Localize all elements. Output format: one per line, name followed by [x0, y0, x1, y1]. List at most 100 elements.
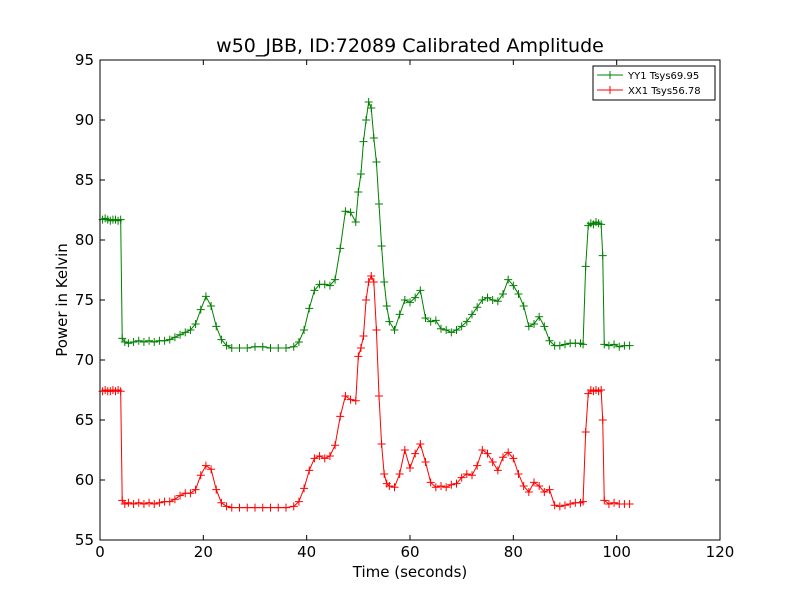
- x-tick-label: 60: [400, 543, 419, 561]
- data-point-marker: [514, 290, 523, 298]
- data-point-marker: [235, 503, 244, 512]
- data-point-marker: [442, 326, 451, 334]
- data-point-marker: [411, 293, 420, 302]
- y-tick-label: 75: [75, 291, 94, 309]
- data-point-marker: [181, 328, 190, 337]
- data-point-marker: [196, 471, 205, 480]
- data-point-marker: [145, 336, 154, 345]
- data-point-marker: [375, 392, 383, 400]
- data-point-marker: [356, 344, 365, 352]
- data-point-marker: [351, 396, 360, 405]
- data-point-marker: [550, 501, 559, 510]
- plot-area: [98, 98, 634, 512]
- data-point-marker: [165, 335, 174, 344]
- data-point-marker: [369, 278, 378, 286]
- data-point-marker: [305, 304, 314, 313]
- data-point-marker: [377, 242, 386, 250]
- y-tick-label: 90: [75, 111, 94, 129]
- data-point-marker: [473, 461, 482, 470]
- data-point-marker: [390, 326, 399, 334]
- data-point-marker: [310, 286, 319, 295]
- data-point-marker: [359, 332, 368, 340]
- data-point-marker: [331, 441, 340, 450]
- data-point-marker: [426, 317, 435, 326]
- data-point-marker: [421, 314, 430, 322]
- data-point-marker: [462, 470, 471, 478]
- data-point-marker: [625, 341, 634, 350]
- data-point-marker: [447, 328, 456, 337]
- y-tick-label: 65: [75, 411, 94, 429]
- data-point-marker: [207, 302, 216, 310]
- data-point-marker: [310, 454, 319, 463]
- data-point-marker: [331, 275, 340, 284]
- x-tick-label: 0: [95, 543, 105, 561]
- data-point-marker: [346, 395, 355, 404]
- data-point-marker: [289, 502, 298, 511]
- data-point-marker: [535, 482, 544, 490]
- data-point-marker: [452, 326, 461, 334]
- x-axis-label: Time (seconds): [352, 563, 468, 581]
- data-point-marker: [499, 453, 507, 462]
- data-point-marker: [124, 339, 133, 348]
- data-point-marker: [411, 449, 420, 458]
- data-point-marker: [201, 292, 210, 301]
- data-point-marker: [437, 482, 445, 490]
- data-point-marker: [416, 440, 425, 448]
- data-point-marker: [524, 322, 533, 331]
- data-point-marker: [251, 503, 259, 512]
- y-tick-label: 80: [75, 231, 94, 249]
- legend: YY1 Tsys69.95 XX1 Tsys56.78: [592, 65, 716, 101]
- data-point-marker: [325, 281, 334, 290]
- data-point-marker: [457, 473, 466, 482]
- data-point-marker: [555, 502, 564, 511]
- data-point-marker: [519, 482, 528, 490]
- data-point-marker: [222, 341, 231, 350]
- data-point-marker: [406, 298, 414, 307]
- data-point-marker: [235, 344, 244, 352]
- data-point-marker: [504, 275, 513, 284]
- data-point-marker: [600, 340, 609, 349]
- y-tick-label: 70: [75, 351, 94, 369]
- data-point-marker: [120, 500, 129, 508]
- legend-swatch-marker: [606, 86, 614, 94]
- data-point-marker: [336, 412, 345, 421]
- data-point-marker: [170, 333, 179, 342]
- data-point-marker: [145, 498, 154, 507]
- data-point-marker: [201, 461, 210, 470]
- data-point-marker: [367, 104, 376, 112]
- data-point-marker: [243, 344, 252, 352]
- x-tick-label: 100: [602, 543, 631, 561]
- data-point-marker: [561, 501, 569, 510]
- data-point-marker: [604, 341, 613, 350]
- data-point-marker: [176, 491, 185, 500]
- data-point-marker: [509, 281, 518, 290]
- data-point-marker: [377, 440, 386, 448]
- data-point-marker: [372, 158, 381, 166]
- data-point-marker: [416, 286, 425, 295]
- data-point-marker: [530, 478, 538, 487]
- y-tick-label: 60: [75, 471, 94, 489]
- data-point-marker: [597, 220, 606, 229]
- data-point-marker: [134, 336, 143, 345]
- data-point-marker: [150, 500, 159, 508]
- axes: 0 20 40 60 80 100 120 55 60 65 70 75 80 85 90 95: [75, 51, 734, 561]
- data-point-marker: [488, 296, 497, 304]
- data-point-marker: [227, 344, 236, 352]
- data-point-marker: [186, 326, 195, 334]
- data-point-marker: [462, 317, 471, 326]
- data-point-marker: [120, 338, 129, 346]
- data-point-marker: [545, 485, 554, 494]
- data-point-marker: [566, 500, 575, 508]
- data-point-marker: [493, 466, 502, 475]
- data-point-marker: [258, 503, 267, 512]
- y-tick-label: 95: [75, 51, 94, 69]
- data-point-marker: [579, 340, 588, 349]
- data-point-marker: [116, 215, 125, 224]
- y-axis-label: Power in Kelvin: [53, 243, 71, 357]
- y-tick-label: 85: [75, 171, 94, 189]
- data-point-marker: [362, 296, 371, 304]
- data-point-marker: [129, 338, 138, 346]
- data-point-marker: [320, 454, 329, 463]
- data-point-marker: [540, 322, 549, 331]
